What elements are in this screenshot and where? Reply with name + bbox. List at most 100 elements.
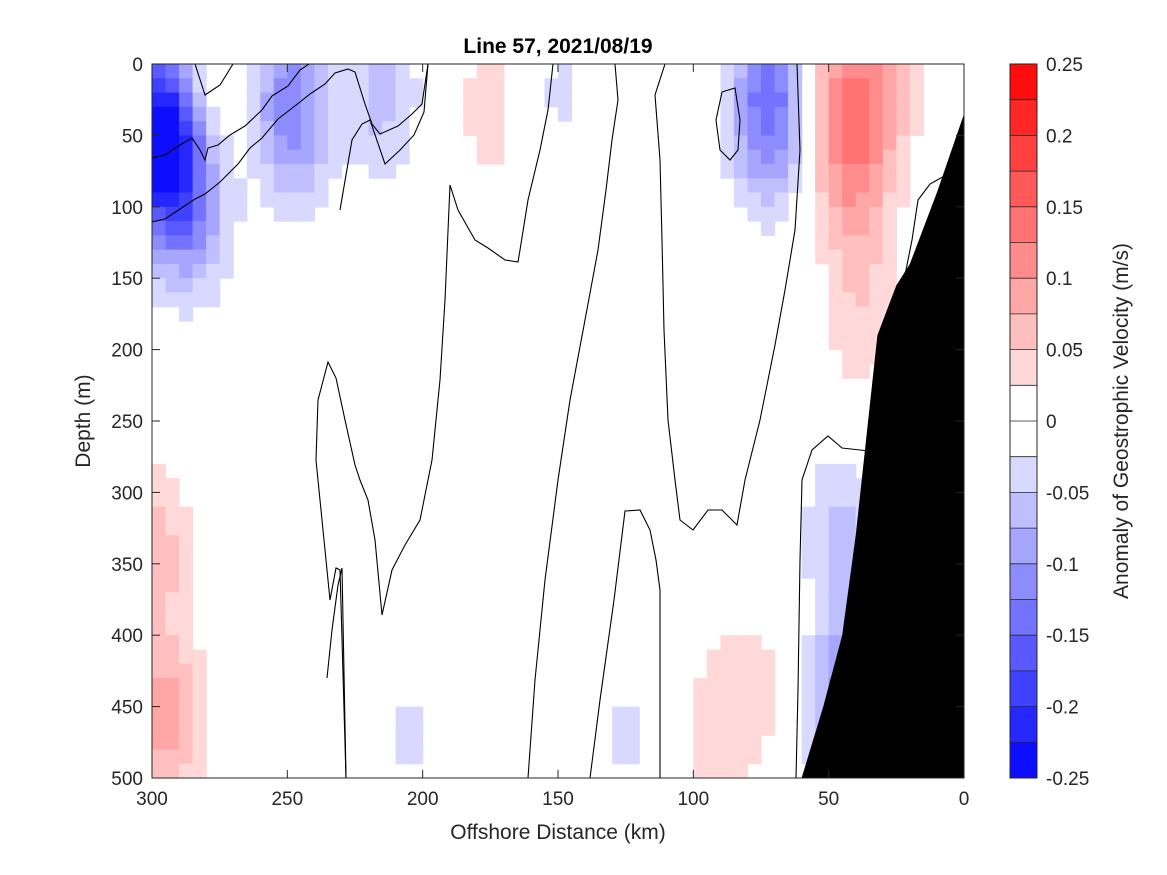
velocity-cell — [788, 92, 803, 108]
velocity-cell — [314, 106, 329, 122]
velocity-cell — [747, 149, 762, 165]
colorbar-swatch — [1010, 99, 1037, 136]
zero-contour-line — [194, 64, 234, 96]
velocity-cell — [815, 663, 830, 679]
velocity-cell — [179, 235, 194, 251]
velocity-cell — [842, 478, 857, 493]
velocity-cell — [192, 121, 207, 136]
velocity-cell — [368, 92, 383, 108]
velocity-cell — [287, 64, 302, 79]
velocity-cell — [733, 720, 749, 736]
velocity-cell — [152, 192, 167, 208]
velocity-cell — [260, 192, 275, 208]
velocity-cell — [192, 678, 207, 693]
y-tick-label: 500 — [111, 769, 143, 790]
velocity-cell — [192, 64, 207, 79]
velocity-cell — [206, 192, 221, 208]
velocity-cell — [558, 78, 573, 94]
velocity-cell — [625, 706, 640, 722]
zero-contour-line — [152, 64, 429, 223]
velocity-cell — [761, 221, 776, 236]
velocity-cell — [152, 606, 167, 622]
velocity-cell — [233, 206, 248, 222]
velocity-cell — [909, 106, 924, 122]
velocity-cell — [720, 663, 735, 679]
velocity-cell — [815, 492, 830, 508]
x-tick-label: 100 — [677, 789, 709, 810]
colorbar-swatch — [1010, 599, 1037, 636]
velocity-cell — [774, 163, 789, 179]
velocity-cell — [828, 135, 843, 151]
velocity-cell — [273, 192, 288, 208]
velocity-cell — [761, 106, 776, 122]
colorbar-tick-label: -0.1 — [1046, 555, 1079, 576]
velocity-cell — [869, 235, 884, 251]
velocity-cell — [706, 649, 721, 665]
colorbar-swatch — [1010, 456, 1037, 493]
velocity-cell — [909, 64, 924, 79]
velocity-cell — [842, 206, 857, 222]
velocity-cell — [341, 106, 356, 122]
colorbar-tick-label: -0.2 — [1046, 698, 1079, 719]
velocity-cell — [368, 163, 383, 179]
velocity-cell — [761, 78, 776, 94]
velocity-cell — [855, 249, 870, 265]
velocity-cell — [463, 78, 478, 94]
velocity-cell — [842, 306, 857, 322]
velocity-cell — [273, 92, 288, 108]
velocity-cell — [341, 64, 356, 79]
velocity-cell — [788, 163, 803, 179]
velocity-cell — [206, 235, 221, 251]
velocity-cell — [828, 278, 843, 294]
velocity-cell — [165, 635, 180, 651]
velocity-cell — [152, 78, 167, 94]
velocity-cell — [179, 520, 194, 536]
velocity-cell — [612, 706, 627, 722]
velocity-cell — [720, 106, 735, 122]
velocity-cell — [747, 649, 762, 665]
velocity-cell — [720, 64, 735, 79]
velocity-cell — [165, 606, 180, 622]
velocity-cell — [815, 635, 830, 651]
velocity-cell — [869, 306, 884, 322]
zero-contour-line — [315, 64, 554, 778]
colorbar-swatch — [1010, 242, 1037, 279]
velocity-cell — [165, 192, 180, 208]
velocity-cell — [842, 506, 857, 522]
velocity-cell — [828, 549, 843, 565]
velocity-cell — [395, 749, 410, 765]
colorbar-tick-label: -0.15 — [1046, 626, 1089, 647]
velocity-cell — [314, 135, 329, 151]
velocity-cell — [720, 749, 735, 765]
velocity-cell — [192, 763, 207, 778]
velocity-cell — [815, 163, 830, 179]
velocity-cell — [896, 192, 911, 208]
velocity-cell — [801, 720, 816, 736]
velocity-cell — [761, 706, 776, 722]
velocity-cell — [206, 249, 221, 265]
velocity-cell — [152, 221, 167, 236]
velocity-cell — [152, 463, 167, 479]
velocity-cell — [192, 749, 207, 765]
zero-contour-line — [589, 509, 661, 778]
velocity-cell — [327, 92, 343, 108]
velocity-cell — [327, 78, 343, 94]
colorbar-tick-label: -0.05 — [1046, 483, 1089, 504]
velocity-cell — [896, 178, 911, 194]
colorbar-swatch — [1010, 64, 1037, 100]
velocity-cell — [192, 649, 207, 665]
velocity-cell — [179, 678, 194, 693]
velocity-cell — [192, 78, 207, 94]
velocity-cell — [828, 64, 843, 79]
velocity-cell — [815, 249, 830, 265]
velocity-cell — [720, 78, 735, 94]
velocity-cell — [842, 163, 857, 179]
velocity-cell — [625, 749, 640, 765]
velocity-cell — [774, 64, 789, 79]
velocity-cell — [179, 278, 194, 294]
velocity-cell — [842, 221, 857, 236]
velocity-cell — [842, 78, 857, 94]
velocity-cell — [733, 706, 749, 722]
velocity-cell — [287, 78, 302, 94]
velocity-cell — [882, 64, 897, 79]
